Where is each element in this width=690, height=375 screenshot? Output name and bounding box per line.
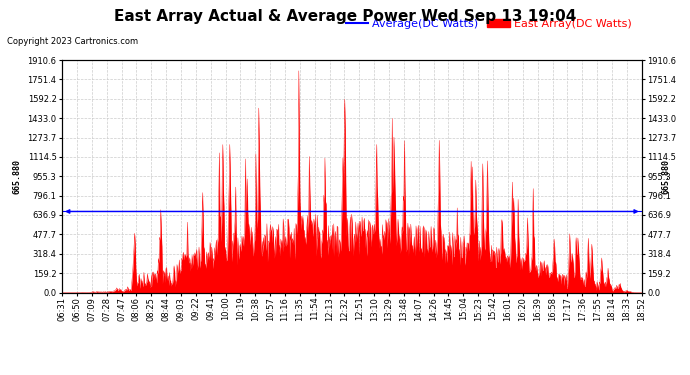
Text: 665.880: 665.880 [12, 159, 22, 194]
Text: 665.880: 665.880 [661, 159, 671, 194]
Legend: Average(DC Watts), East Array(DC Watts): Average(DC Watts), East Array(DC Watts) [341, 14, 636, 33]
Text: Copyright 2023 Cartronics.com: Copyright 2023 Cartronics.com [7, 38, 138, 46]
Text: East Array Actual & Average Power Wed Sep 13 19:04: East Array Actual & Average Power Wed Se… [114, 9, 576, 24]
